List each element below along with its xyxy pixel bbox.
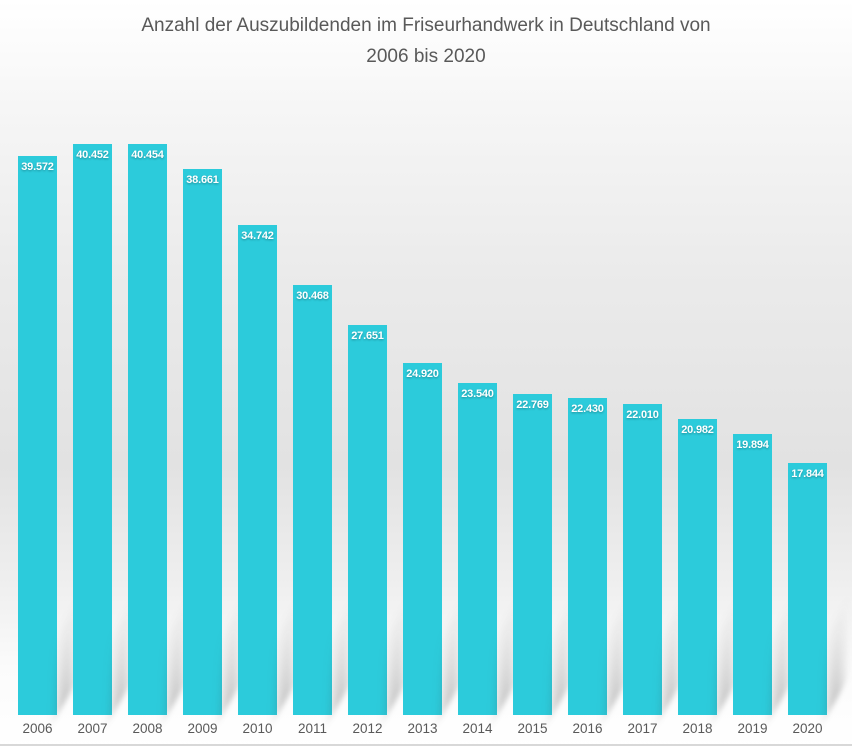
x-axis-label: 2014 — [462, 721, 493, 736]
bar-value-label: 19.894 — [736, 439, 769, 452]
x-axis-line — [0, 744, 852, 746]
x-axis-label: 2010 — [242, 721, 273, 736]
bar-value-label: 34.742 — [241, 229, 274, 242]
x-axis-label: 2013 — [407, 721, 438, 736]
bar-2008: 40.454 — [128, 144, 167, 715]
bar-value-label: 27.651 — [351, 329, 384, 342]
bar-value-label: 22.430 — [571, 403, 604, 416]
bar-2014: 23.540 — [458, 382, 497, 715]
x-axis-label: 2017 — [627, 721, 658, 736]
bar-value-label: 24.920 — [406, 368, 439, 381]
bar-2010: 34.742 — [238, 224, 277, 715]
x-axis-label: 2012 — [352, 721, 383, 736]
x-axis-label: 2020 — [792, 721, 823, 736]
bar-value-label: 40.454 — [131, 149, 164, 161]
bar-value-label: 39.572 — [21, 161, 54, 174]
bar-value-label: 40.452 — [76, 149, 109, 161]
bar-2019: 19.894 — [733, 434, 772, 715]
bar-2013: 24.920 — [403, 363, 442, 715]
bar-2012: 27.651 — [348, 324, 387, 715]
bar-value-label: 22.769 — [516, 398, 549, 411]
chart-title-line-2: 2006 bis 2020 — [366, 46, 486, 67]
x-axis-label: 2011 — [297, 721, 328, 736]
bar-value-label: 23.540 — [461, 387, 494, 400]
x-axis-label: 2009 — [187, 721, 218, 736]
bar-2007: 40.452 — [73, 144, 112, 715]
x-axis: 2006 2007 2008 2009 2010 2011 2012 2013 2014 2015… — [18, 721, 827, 736]
x-axis-label: 2019 — [737, 721, 768, 736]
bar-value-label: 17.844 — [791, 468, 824, 481]
chart-title-line-1: Anzahl der Auszubildenden im Friseurhand… — [141, 15, 711, 36]
bar-2006: 39.572 — [18, 156, 57, 715]
bar-value-label: 22.010 — [626, 409, 659, 422]
bar-2015: 22.769 — [513, 393, 552, 715]
x-axis-label: 2008 — [132, 721, 163, 736]
bar-2011: 30.468 — [293, 285, 332, 715]
bar-2016: 22.430 — [568, 398, 607, 715]
bar-2009: 38.661 — [183, 169, 222, 715]
bar-value-label: 20.982 — [681, 423, 714, 436]
x-axis-label: 2018 — [682, 721, 713, 736]
bar-2020: 17.844 — [788, 463, 827, 715]
x-axis-label: 2015 — [517, 721, 548, 736]
x-axis-label: 2006 — [22, 721, 53, 736]
x-axis-label: 2016 — [572, 721, 603, 736]
bar-value-label: 30.468 — [296, 290, 329, 302]
chart-title: Anzahl der Auszubildenden im Friseurhand… — [0, 10, 852, 72]
bar-value-label: 38.661 — [186, 174, 219, 187]
bar-2017: 22.010 — [623, 404, 662, 715]
x-axis-label: 2007 — [77, 721, 108, 736]
plot-area: 39.572 40.452 40.454 38.661 34.742 30.468 27.6… — [18, 144, 827, 715]
bar-2018: 20.982 — [678, 418, 717, 715]
